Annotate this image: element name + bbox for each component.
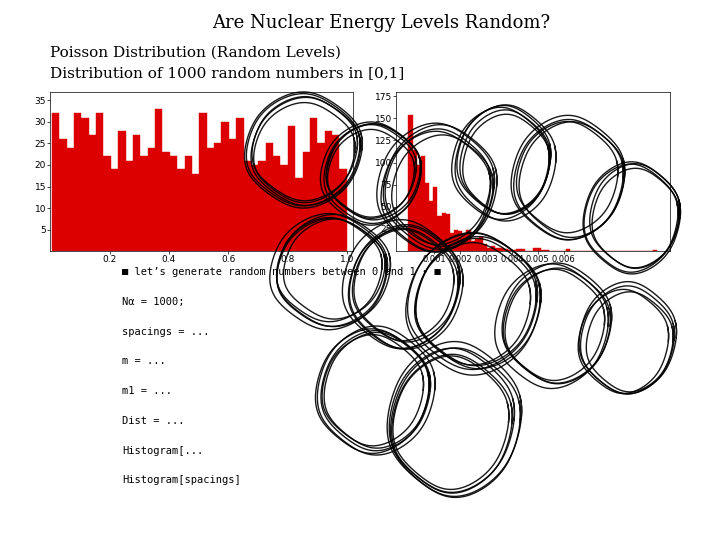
- Bar: [458, 231, 462, 251]
- Bar: [533, 248, 537, 251]
- Bar: [266, 144, 273, 251]
- Bar: [545, 250, 549, 251]
- Text: Are Nuclear Energy Levels Random?: Are Nuclear Energy Levels Random?: [212, 14, 551, 31]
- Bar: [229, 139, 236, 251]
- Bar: [521, 249, 524, 251]
- Text: spacings = ...: spacings = ...: [122, 327, 210, 337]
- Bar: [89, 135, 96, 251]
- Bar: [441, 213, 446, 251]
- Bar: [504, 249, 508, 251]
- Bar: [516, 249, 521, 251]
- Bar: [541, 250, 545, 251]
- Bar: [66, 148, 74, 251]
- Bar: [125, 161, 133, 251]
- Bar: [199, 113, 207, 251]
- Text: m1 = ...: m1 = ...: [122, 386, 172, 396]
- Bar: [59, 139, 66, 251]
- Bar: [413, 150, 417, 251]
- Bar: [184, 157, 192, 251]
- Bar: [491, 246, 495, 251]
- Bar: [446, 214, 450, 251]
- Bar: [512, 250, 516, 251]
- Bar: [318, 144, 325, 251]
- Bar: [118, 131, 125, 251]
- Bar: [295, 178, 302, 251]
- Bar: [537, 248, 541, 251]
- Bar: [408, 115, 413, 251]
- Bar: [339, 170, 347, 251]
- Text: ■ let’s generate random numbers between 0 and 1 • ■: ■ let’s generate random numbers between …: [122, 267, 441, 278]
- Bar: [462, 235, 467, 251]
- Bar: [429, 201, 433, 251]
- Bar: [450, 233, 454, 251]
- Text: Nα = 1000;: Nα = 1000;: [122, 297, 185, 307]
- Bar: [148, 148, 155, 251]
- Bar: [258, 161, 266, 251]
- Bar: [177, 170, 184, 251]
- Bar: [104, 157, 111, 251]
- Bar: [280, 165, 288, 251]
- Bar: [222, 122, 229, 251]
- Text: Histogram[spacings]: Histogram[spacings]: [122, 475, 241, 485]
- Bar: [425, 183, 429, 251]
- Bar: [474, 239, 479, 251]
- Bar: [566, 249, 570, 251]
- Bar: [653, 250, 657, 251]
- Bar: [140, 157, 148, 251]
- Bar: [467, 230, 471, 251]
- Text: m = ...: m = ...: [122, 356, 166, 367]
- Bar: [155, 109, 163, 251]
- Bar: [495, 248, 500, 251]
- Bar: [310, 118, 318, 251]
- Bar: [471, 241, 474, 251]
- Bar: [243, 161, 251, 251]
- Bar: [483, 244, 487, 251]
- Bar: [417, 165, 421, 251]
- Bar: [52, 113, 59, 251]
- Bar: [508, 250, 512, 251]
- Bar: [170, 157, 177, 251]
- Text: Distribution of 1000 random numbers in [0,1]: Distribution of 1000 random numbers in […: [50, 66, 405, 80]
- Bar: [454, 230, 458, 251]
- Bar: [302, 152, 310, 251]
- Bar: [214, 144, 222, 251]
- Bar: [487, 247, 491, 251]
- Bar: [74, 113, 81, 251]
- Bar: [438, 215, 441, 251]
- Bar: [192, 173, 199, 251]
- Bar: [479, 237, 483, 251]
- Bar: [433, 187, 438, 251]
- Bar: [421, 156, 425, 251]
- Text: Poisson Distribution (Random Levels): Poisson Distribution (Random Levels): [50, 46, 341, 60]
- Bar: [288, 126, 295, 251]
- Bar: [500, 247, 504, 251]
- Bar: [236, 118, 243, 251]
- Bar: [133, 135, 140, 251]
- Bar: [96, 113, 104, 251]
- Bar: [111, 170, 118, 251]
- Bar: [163, 152, 170, 251]
- Bar: [273, 157, 280, 251]
- Bar: [81, 118, 89, 251]
- Bar: [251, 165, 258, 251]
- Bar: [325, 131, 332, 251]
- Text: Histogram[...: Histogram[...: [122, 446, 204, 456]
- Text: Dist = ...: Dist = ...: [122, 416, 185, 426]
- Bar: [332, 135, 339, 251]
- Bar: [207, 148, 214, 251]
